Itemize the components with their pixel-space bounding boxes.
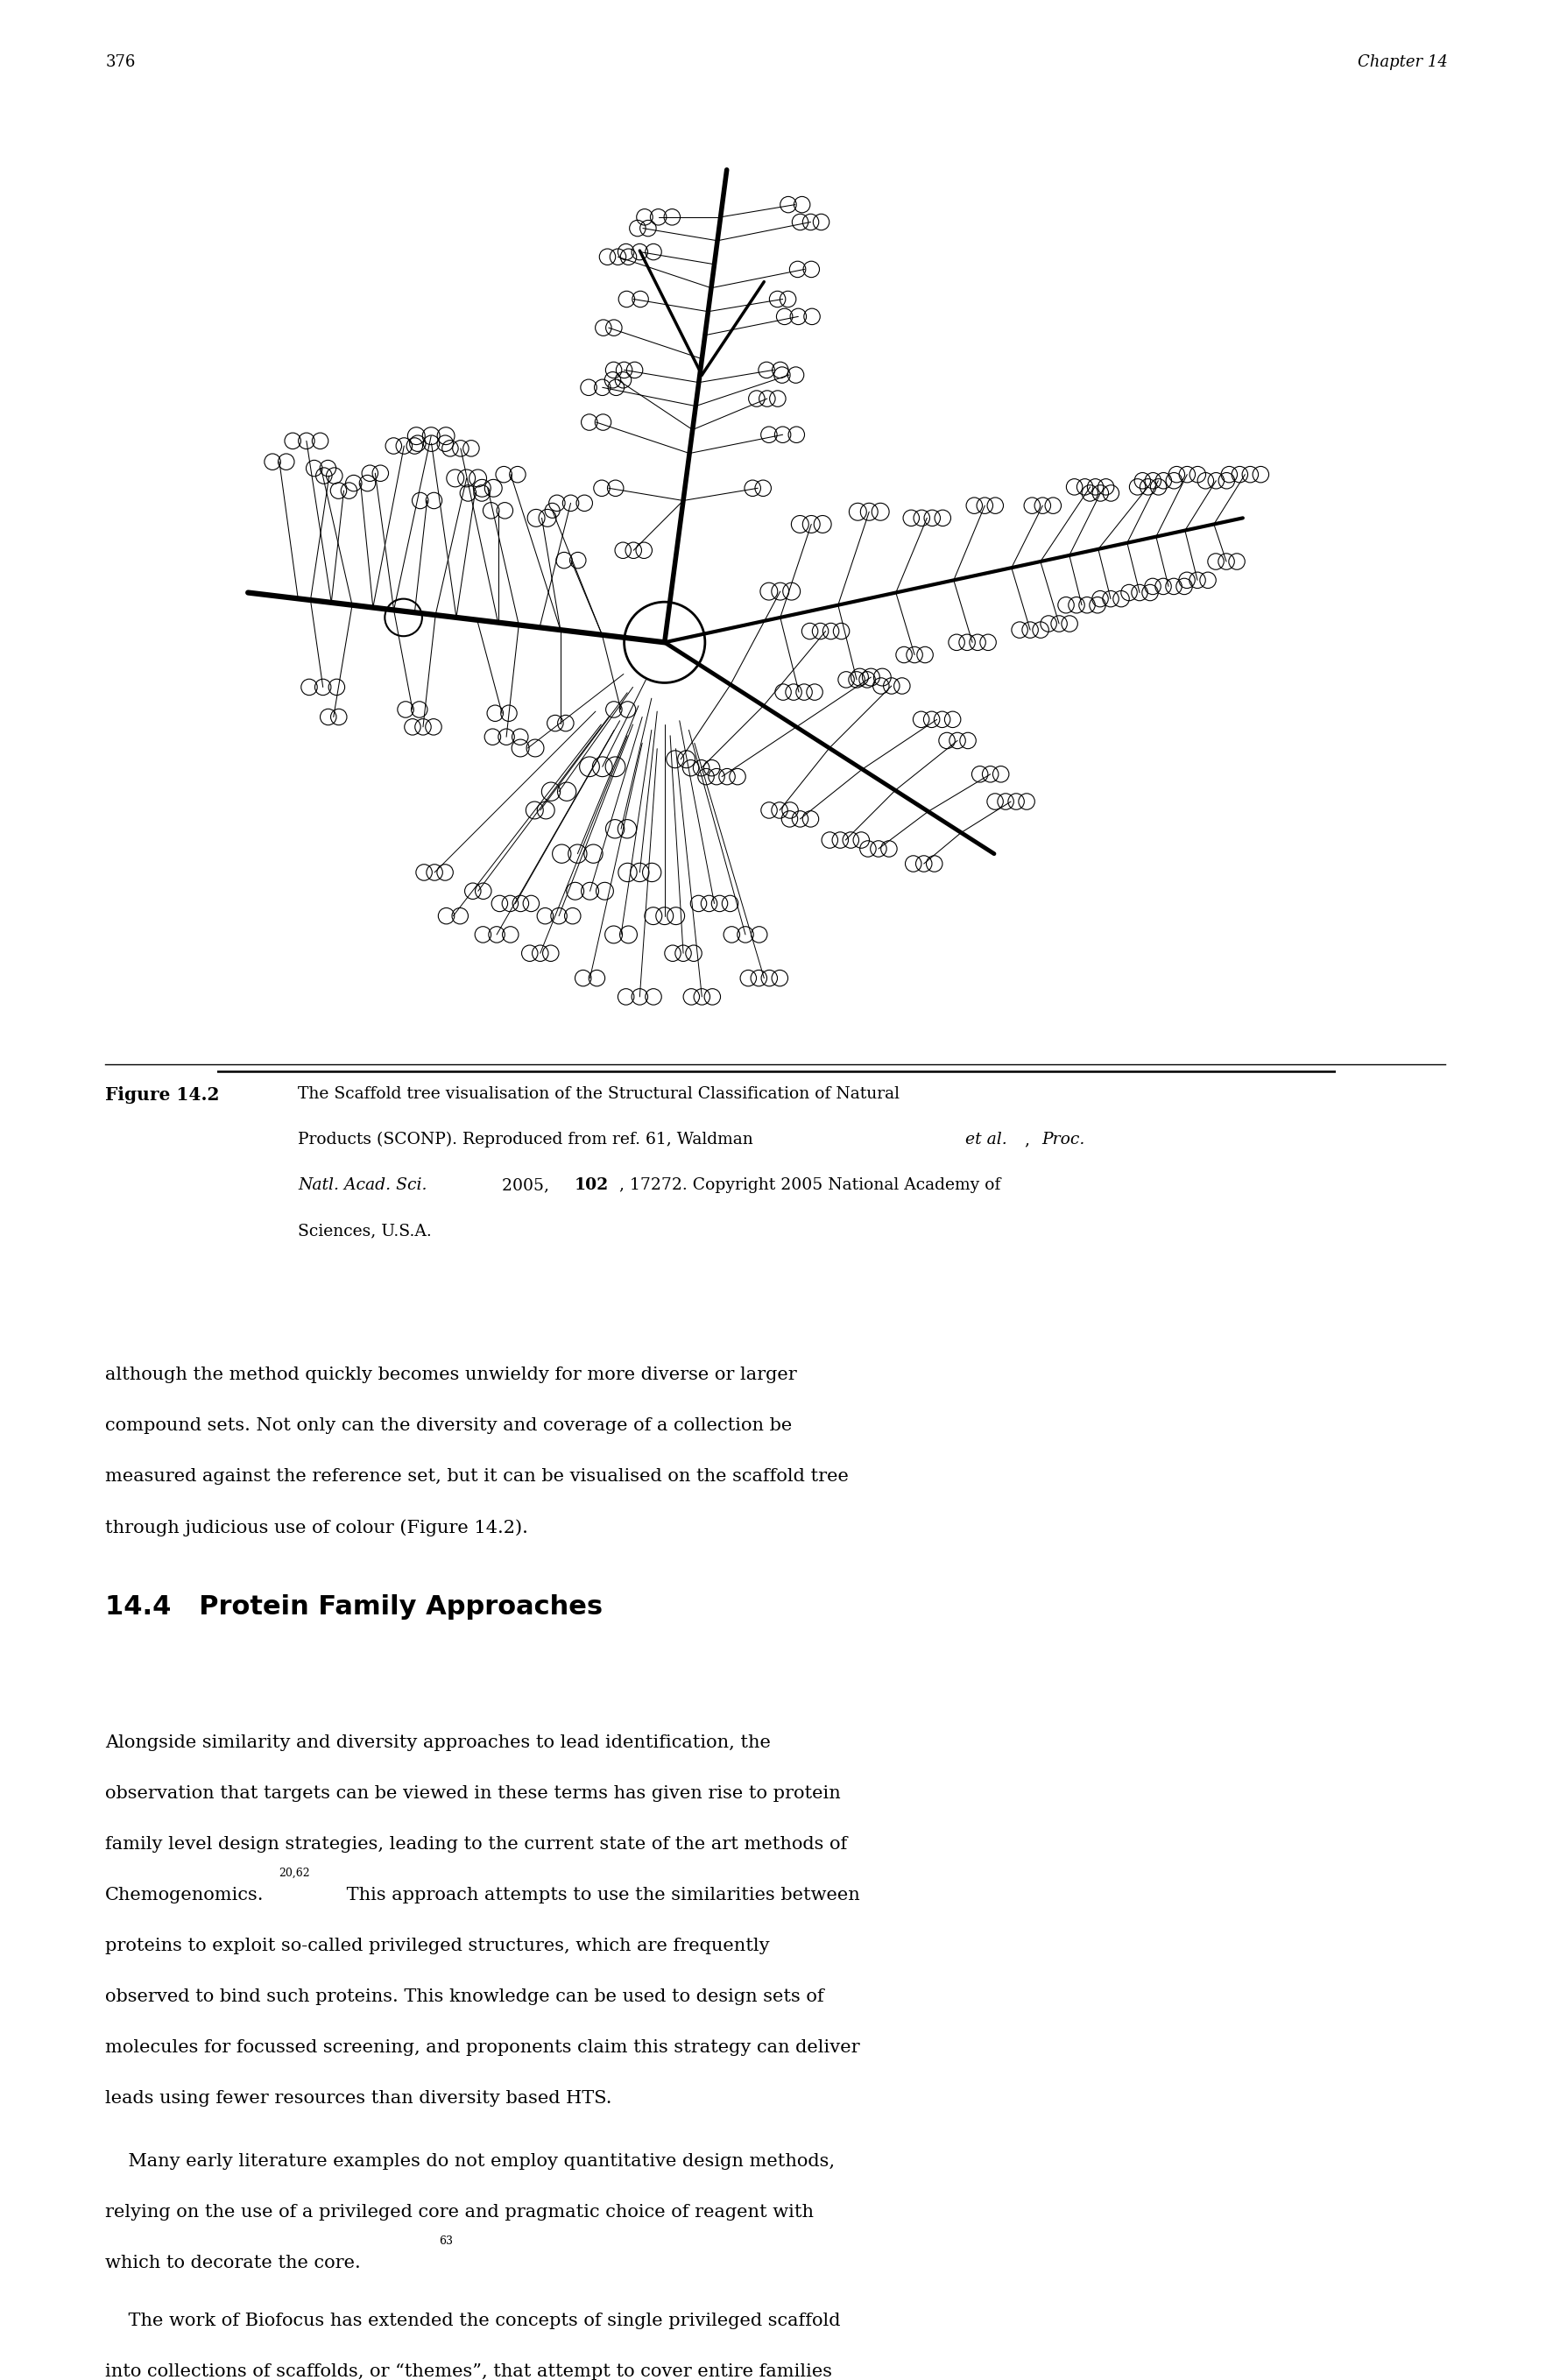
Text: 376: 376	[106, 55, 135, 71]
Text: measured against the reference set, but it can be visualised on the scaffold tre: measured against the reference set, but …	[106, 1468, 848, 1485]
Text: leads using fewer resources than diversity based HTS.: leads using fewer resources than diversi…	[106, 2090, 612, 2106]
Text: The Scaffold tree visualisation of the Structural Classification of Natural: The Scaffold tree visualisation of the S…	[298, 1085, 899, 1102]
Text: Products (SCONP). Reproduced from ref. 61, Waldman: Products (SCONP). Reproduced from ref. 6…	[298, 1133, 758, 1147]
Text: family level design strategies, leading to the current state of the art methods : family level design strategies, leading …	[106, 1835, 848, 1852]
Text: Alongside similarity and diversity approaches to lead identification, the: Alongside similarity and diversity appro…	[106, 1735, 770, 1752]
Text: Many early literature examples do not employ quantitative design methods,: Many early literature examples do not em…	[106, 2154, 836, 2171]
Text: 14.4   Protein Family Approaches: 14.4 Protein Family Approaches	[106, 1595, 603, 1621]
Text: although the method quickly becomes unwieldy for more diverse or larger: although the method quickly becomes unwi…	[106, 1366, 797, 1383]
Text: Chapter 14: Chapter 14	[1357, 55, 1447, 71]
Text: 20,62: 20,62	[280, 1868, 311, 1880]
Text: 102: 102	[575, 1178, 609, 1192]
Text: through judicious use of colour (Figure 14.2).: through judicious use of colour (Figure …	[106, 1518, 528, 1535]
Text: Chemogenomics.: Chemogenomics.	[106, 1887, 264, 1904]
Text: Natl. Acad. Sci.: Natl. Acad. Sci.	[298, 1178, 427, 1192]
Text: which to decorate the core.: which to decorate the core.	[106, 2254, 360, 2271]
Text: proteins to exploit so-called privileged structures, which are frequently: proteins to exploit so-called privileged…	[106, 1937, 770, 1954]
Text: 2005,: 2005,	[497, 1178, 554, 1192]
Text: Figure 14.2: Figure 14.2	[106, 1085, 219, 1104]
Text: Proc.: Proc.	[1042, 1133, 1086, 1147]
Text: This approach attempts to use the similarities between: This approach attempts to use the simila…	[342, 1887, 860, 1904]
Text: relying on the use of a privileged core and pragmatic choice of reagent with: relying on the use of a privileged core …	[106, 2204, 814, 2221]
Text: et al.: et al.	[966, 1133, 1008, 1147]
Text: 63: 63	[439, 2235, 453, 2247]
Text: compound sets. Not only can the diversity and coverage of a collection be: compound sets. Not only can the diversit…	[106, 1418, 792, 1435]
Text: ,: ,	[1025, 1133, 1036, 1147]
Text: The work of Biofocus has extended the concepts of single privileged scaffold: The work of Biofocus has extended the co…	[106, 2313, 840, 2330]
Text: Sciences, U.S.A.: Sciences, U.S.A.	[298, 1223, 432, 1238]
Text: , 17272. Copyright 2005 National Academy of: , 17272. Copyright 2005 National Academy…	[620, 1178, 1000, 1192]
Text: observation that targets can be viewed in these terms has given rise to protein: observation that targets can be viewed i…	[106, 1785, 840, 1802]
Text: into collections of scaffolds, or “themes”, that attempt to cover entire familie: into collections of scaffolds, or “theme…	[106, 2363, 832, 2380]
Text: molecules for focussed screening, and proponents claim this strategy can deliver: molecules for focussed screening, and pr…	[106, 2040, 860, 2056]
Text: observed to bind such proteins. This knowledge can be used to design sets of: observed to bind such proteins. This kno…	[106, 1987, 825, 2004]
